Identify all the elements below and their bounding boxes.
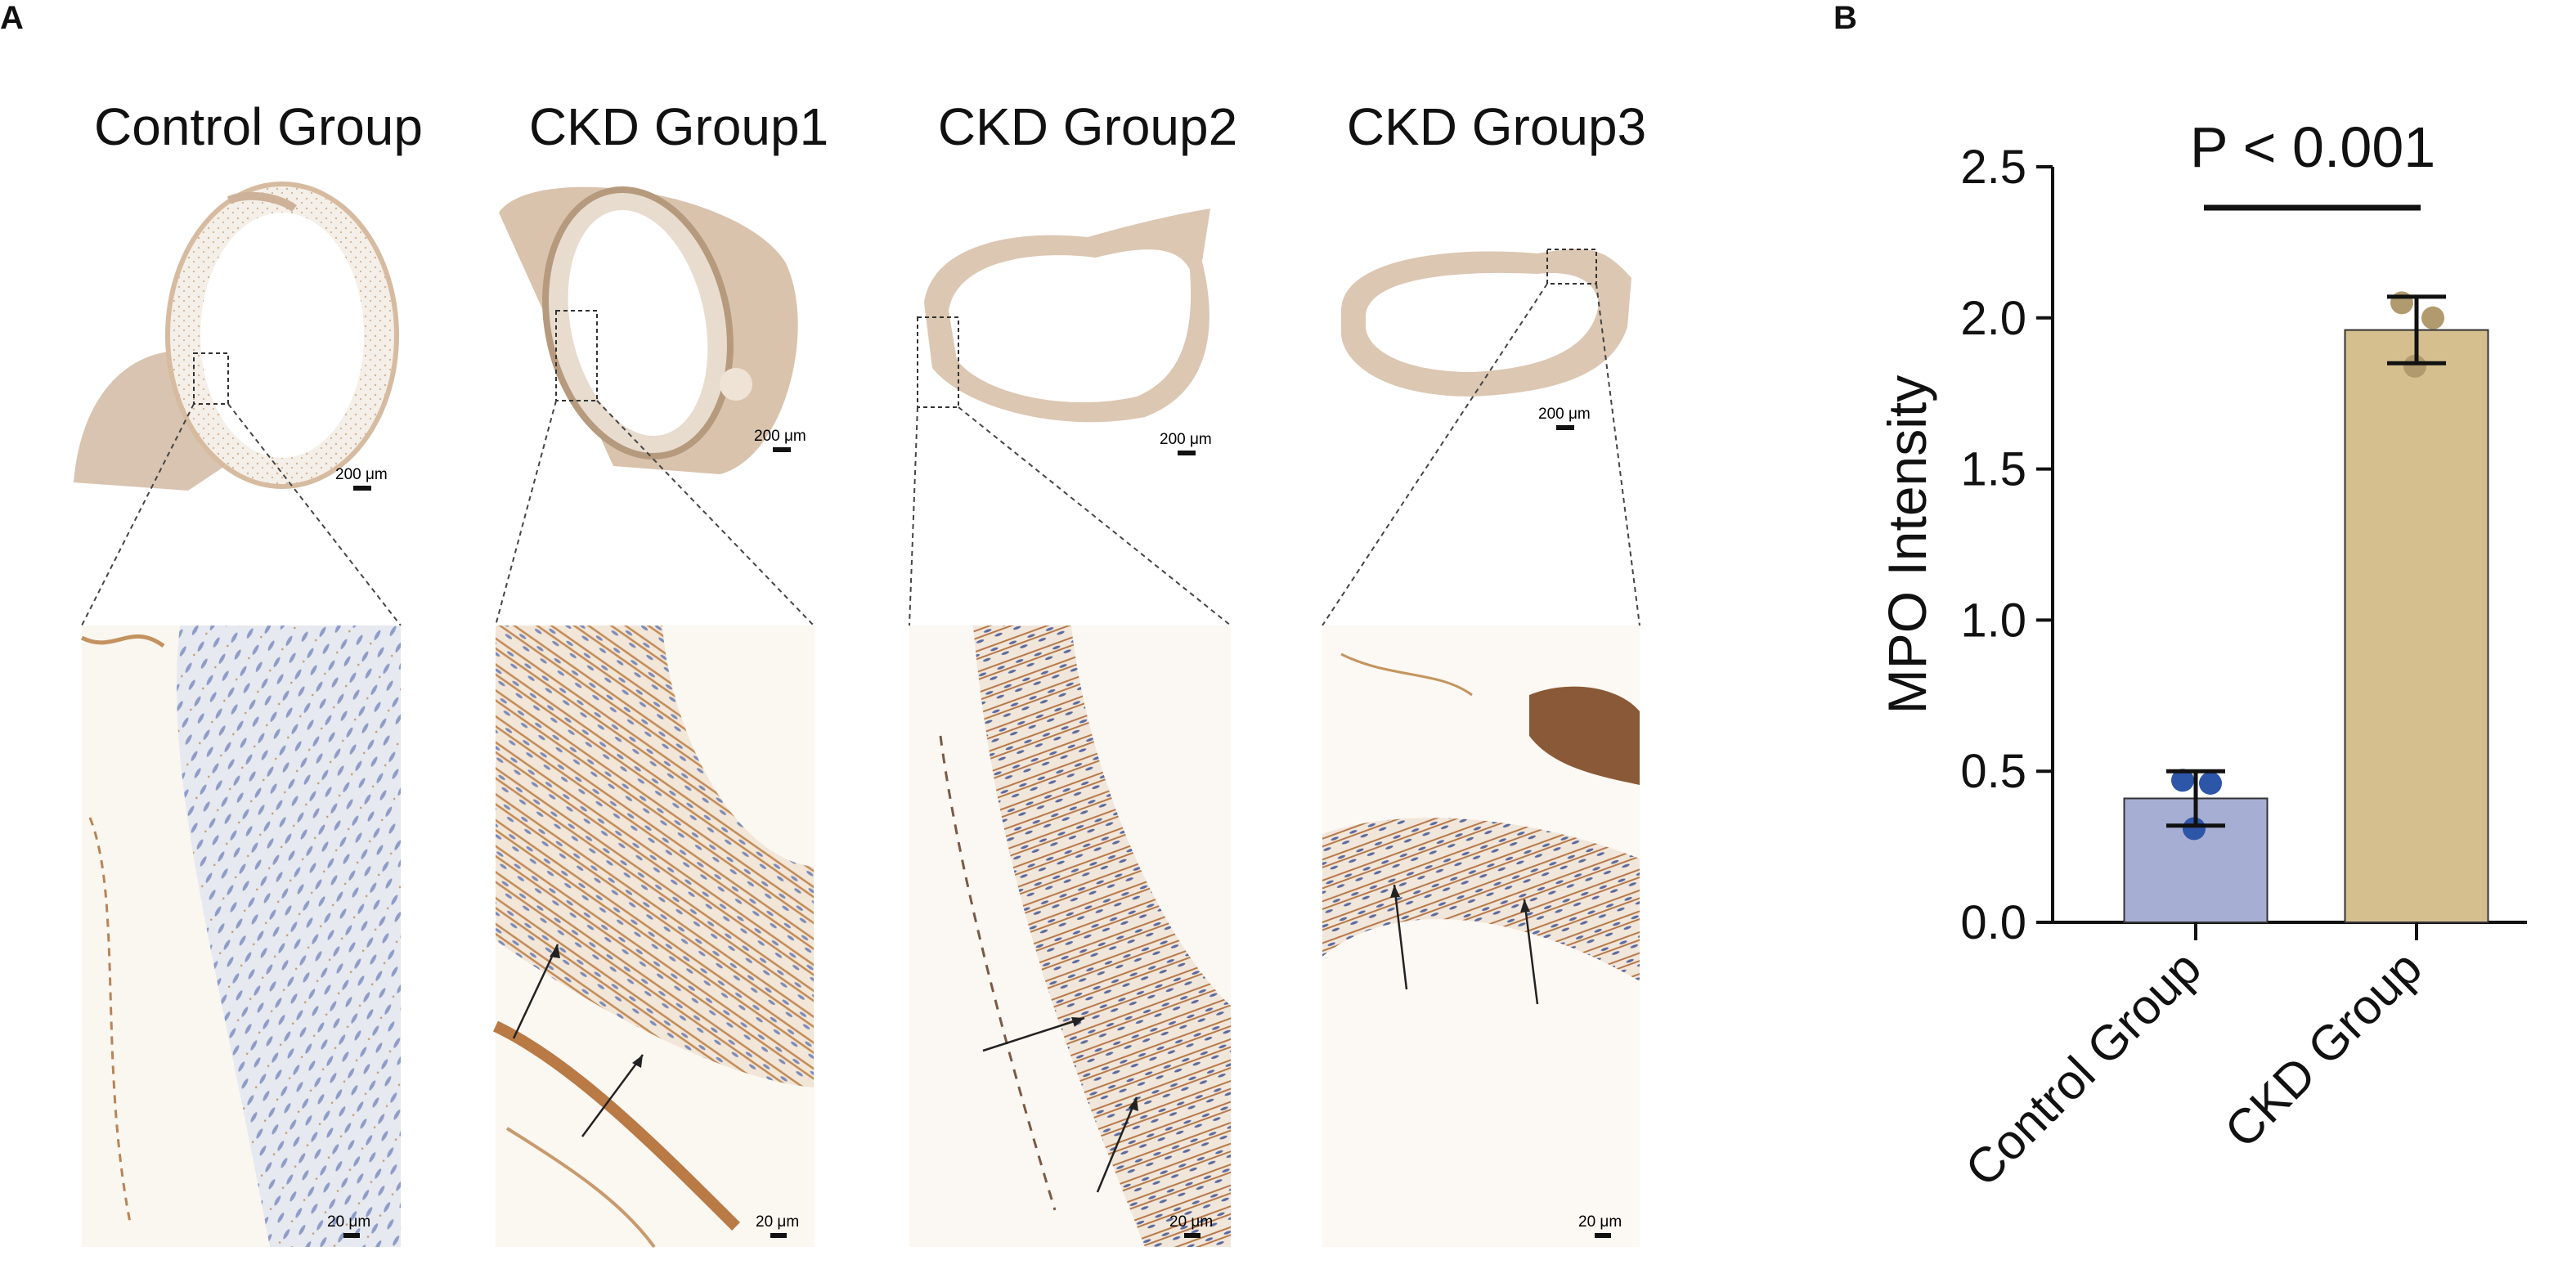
significance-label: P < 0.001 [2190, 115, 2435, 179]
x-tick-label: CKD Group [2215, 940, 2433, 1159]
mpo-bar-chart: 0.0 0.5 1.0 1.5 2.0 2.5 MPO Intensity Control G… [1877, 115, 2527, 1197]
y-tick-label: 2.5 [1960, 141, 2026, 194]
zoom-scalebar-label: 20 μm [1169, 1213, 1213, 1231]
data-point [2171, 769, 2194, 792]
y-tick-label: 1.5 [1960, 443, 2026, 496]
bar-ckd [2344, 329, 2489, 924]
micrograph-panel: 200 μm 200 μm 200 μm 200 μm [74, 182, 1640, 1249]
ckd1-zoom-box [555, 310, 598, 401]
data-point [2421, 306, 2444, 330]
data-point [2403, 354, 2426, 378]
ckd2-zoom-image [909, 626, 1231, 1247]
ckd2-overview-image [924, 209, 1210, 423]
zoom-scalebar-label: 20 μm [756, 1213, 799, 1231]
overview-scalebar-label: 200 μm [1538, 406, 1591, 423]
annotation-arrowheads [550, 885, 1530, 1111]
data-point [2199, 771, 2222, 795]
control-zoom-scalebar: 20 μm [327, 1213, 370, 1238]
group-title-control: Control Group [94, 97, 423, 156]
y-axis-label: MPO Intensity [1877, 375, 1937, 714]
control-overview-image [74, 182, 399, 491]
y-tick-label: 0.0 [1960, 896, 2026, 949]
group-title-ckd3: CKD Group3 [1346, 97, 1647, 156]
control-zoom-image [80, 626, 402, 1247]
overview-scalebar-label: 200 μm [1160, 431, 1212, 448]
overview-scalebar-label: 200 μm [335, 466, 388, 483]
ckd3-zoom-image [1322, 626, 1640, 1247]
ckd1-overview-image [499, 186, 798, 474]
y-tick-label: 0.5 [1960, 745, 2026, 798]
y-tick-label: 2.0 [1960, 292, 2026, 345]
x-tick-label: Control Group [1954, 940, 2211, 1197]
group-title-ckd1: CKD Group1 [528, 97, 829, 156]
ckd1-zoom-scalebar: 20 μm [756, 1213, 799, 1238]
ckd3-zoom-scalebar: 20 μm [1578, 1213, 1622, 1238]
control-zoom-box [193, 352, 229, 405]
y-tick-label: 1.0 [1960, 594, 2026, 647]
ckd1-zoom-image [492, 626, 815, 1249]
data-point [2183, 817, 2206, 841]
panel-a-letter: A [0, 0, 24, 36]
zoom-scalebar-label: 20 μm [1578, 1213, 1622, 1231]
ckd1-overview-scalebar: 200 μm [754, 428, 806, 452]
ckd3-overview-scalebar: 200 μm [1538, 406, 1591, 430]
annotation-arrows [512, 884, 1539, 1193]
ckd2-zoom-scalebar: 20 μm [1169, 1213, 1213, 1238]
overview-scalebar-label: 200 μm [754, 428, 806, 445]
group-title-ckd2: CKD Group2 [937, 97, 1238, 156]
ckd3-zoom-box [1546, 249, 1597, 285]
zoom-scalebar-label: 20 μm [327, 1213, 370, 1231]
panel-b-letter: B [1833, 0, 1857, 36]
connector-lines [81, 283, 1640, 626]
ckd2-zoom-box [917, 316, 959, 408]
control-overview-scalebar: 200 μm [335, 466, 388, 491]
ckd3-overview-image [1341, 249, 1631, 397]
ckd2-overview-scalebar: 200 μm [1160, 431, 1212, 455]
